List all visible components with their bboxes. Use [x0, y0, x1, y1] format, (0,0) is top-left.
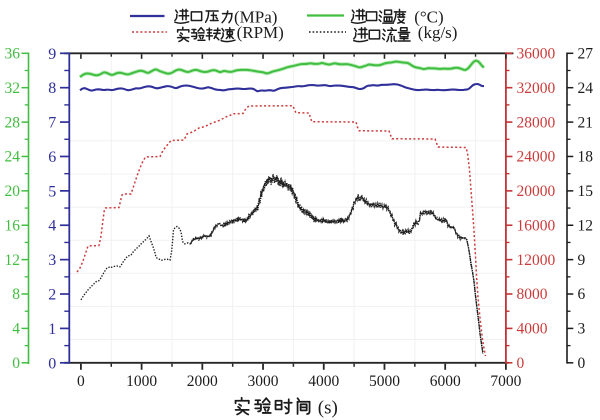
svg-text:9: 9 [48, 46, 56, 63]
svg-text:3000: 3000 [248, 373, 279, 390]
svg-text:3: 3 [48, 252, 56, 269]
svg-text:4: 4 [12, 321, 20, 338]
svg-text:12: 12 [578, 217, 594, 234]
svg-text:24: 24 [578, 80, 594, 97]
svg-text:5000: 5000 [369, 373, 400, 390]
svg-text:28000: 28000 [517, 114, 556, 131]
svg-text:4: 4 [48, 218, 56, 235]
svg-text:0: 0 [578, 355, 586, 372]
svg-text:24000: 24000 [517, 149, 556, 166]
svg-text:16: 16 [5, 217, 21, 234]
svg-text:4000: 4000 [308, 373, 339, 390]
svg-text:12: 12 [5, 252, 21, 269]
svg-text:32: 32 [5, 80, 21, 97]
svg-text:1000: 1000 [126, 373, 157, 390]
svg-text:15: 15 [578, 183, 594, 200]
svg-text:18: 18 [578, 149, 594, 166]
svg-text:36000: 36000 [517, 46, 556, 63]
svg-text:(s): (s) [318, 397, 338, 418]
svg-text:(RPM): (RPM) [237, 23, 284, 42]
svg-text:7000: 7000 [490, 373, 521, 390]
svg-text:32000: 32000 [517, 80, 556, 97]
svg-text:20000: 20000 [517, 183, 556, 200]
svg-text:20: 20 [5, 183, 21, 200]
svg-text:0: 0 [517, 355, 525, 372]
svg-text:4000: 4000 [517, 321, 548, 338]
svg-text:2000: 2000 [187, 373, 218, 390]
svg-text:5: 5 [48, 183, 56, 200]
svg-text:16000: 16000 [517, 217, 556, 234]
svg-text:6: 6 [578, 286, 586, 303]
svg-text:8000: 8000 [517, 286, 548, 303]
svg-text:3: 3 [578, 321, 586, 338]
svg-text:8: 8 [48, 80, 56, 97]
svg-text:0: 0 [12, 355, 20, 372]
svg-text:(MPa): (MPa) [234, 7, 277, 26]
svg-text:21: 21 [578, 114, 594, 131]
svg-text:(°C): (°C) [414, 7, 443, 26]
svg-text:9: 9 [578, 252, 586, 269]
svg-text:(kg/s): (kg/s) [418, 23, 458, 42]
svg-text:28: 28 [5, 114, 21, 131]
svg-text:6000: 6000 [430, 373, 461, 390]
svg-text:1: 1 [48, 321, 56, 338]
svg-text:27: 27 [578, 46, 594, 63]
svg-text:0: 0 [77, 373, 85, 390]
svg-text:7: 7 [48, 115, 56, 132]
svg-text:6: 6 [48, 149, 56, 166]
svg-text:12000: 12000 [517, 252, 556, 269]
svg-text:36: 36 [5, 46, 21, 63]
svg-text:0: 0 [48, 355, 56, 372]
svg-text:24: 24 [5, 149, 21, 166]
svg-text:2: 2 [48, 287, 56, 304]
svg-text:8: 8 [12, 286, 20, 303]
